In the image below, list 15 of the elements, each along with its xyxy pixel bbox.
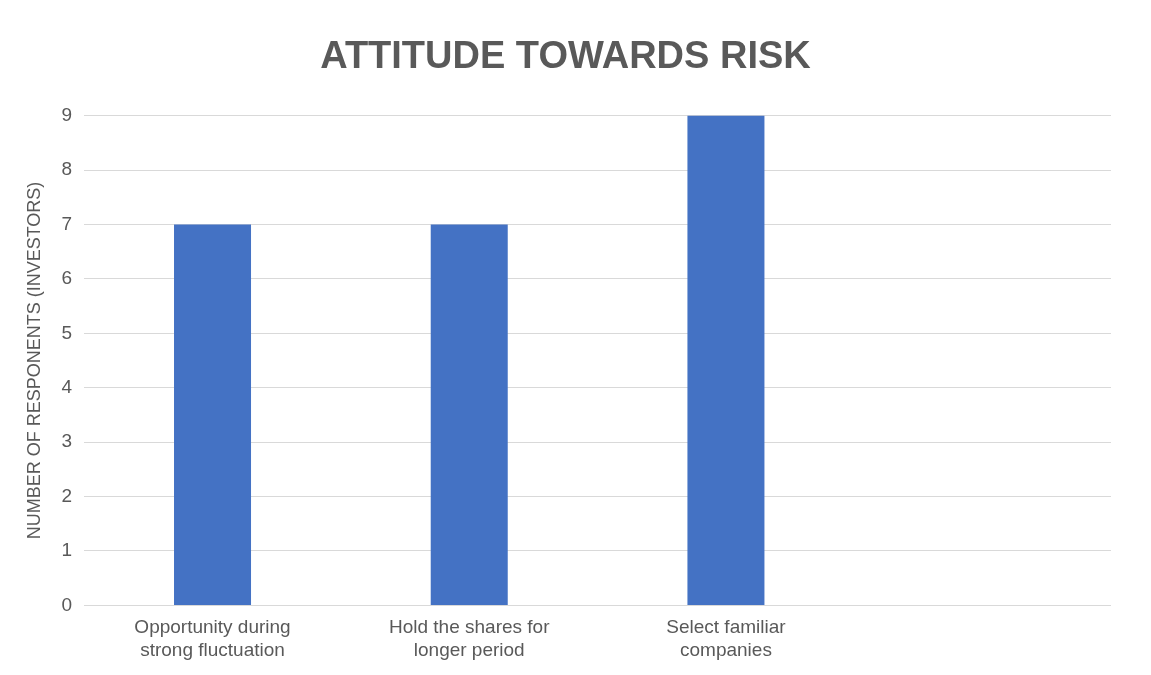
y-tick-label: 8 bbox=[61, 158, 73, 180]
y-tick-label: 6 bbox=[61, 267, 73, 289]
x-tick-label: Hold the shares for longer period bbox=[388, 616, 551, 660]
y-tick-label: 3 bbox=[61, 430, 73, 452]
chart-title: ATTITUDE TOWARDS RISK bbox=[320, 34, 812, 77]
y-tick-label: 0 bbox=[61, 593, 73, 615]
y-tick-label: 5 bbox=[61, 321, 73, 343]
y-axis-title: NUMBER OF RESPONENTS (INVESTORS) bbox=[23, 181, 44, 540]
y-tick-label: 9 bbox=[61, 103, 73, 125]
y-tick-label: 1 bbox=[61, 539, 73, 561]
x-tick-label: Opportunity during strong fluctuation bbox=[134, 616, 291, 660]
y-tick-label: 2 bbox=[61, 484, 73, 506]
x-tick-label: Select familiar companies bbox=[666, 616, 787, 660]
y-tick-label: 7 bbox=[61, 212, 73, 234]
y-tick-label: 4 bbox=[61, 375, 73, 397]
